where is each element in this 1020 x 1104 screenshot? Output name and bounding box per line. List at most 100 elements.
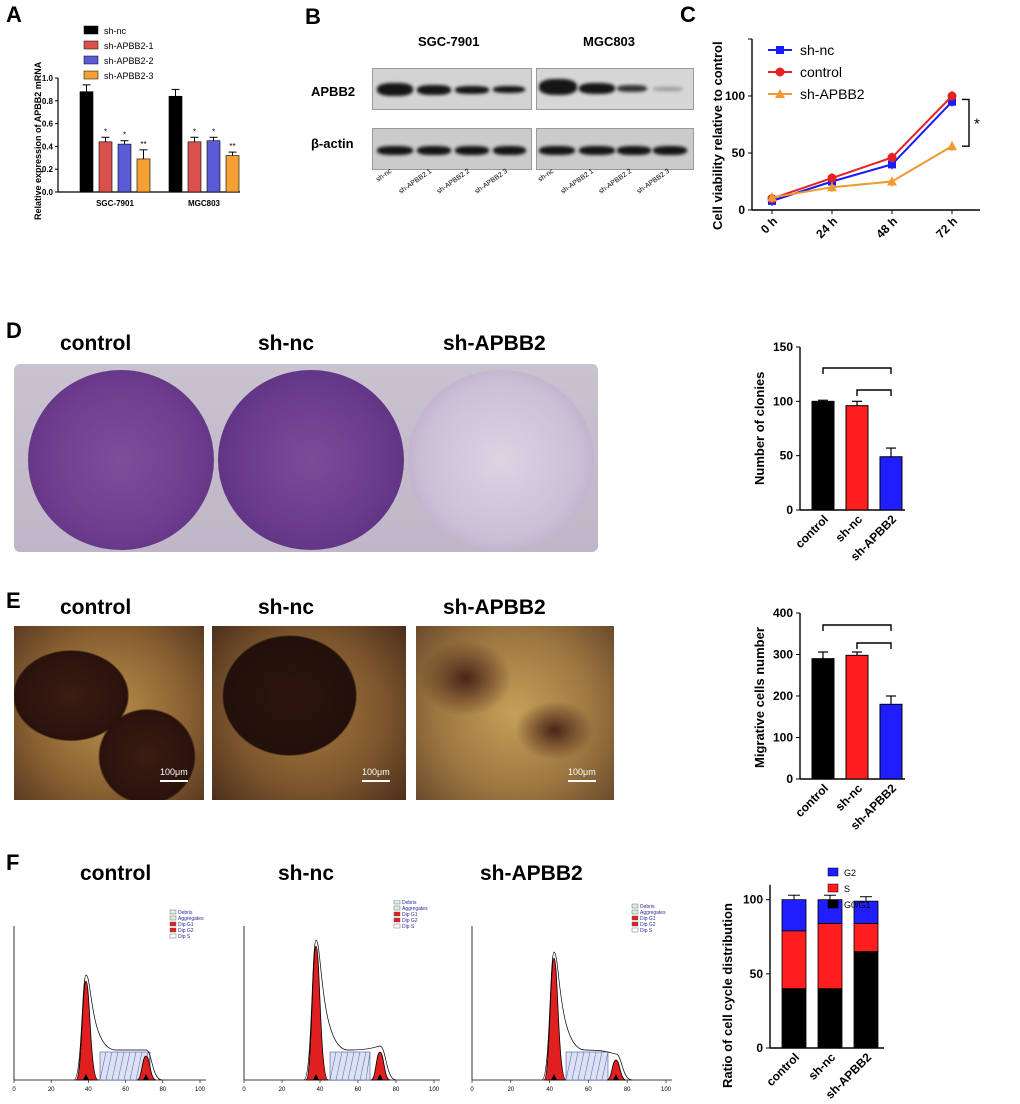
significance-star: **	[140, 140, 146, 149]
legend-label: sh-APBB2	[800, 86, 865, 102]
hatch-line	[583, 1051, 591, 1081]
y-tick-label: 100	[725, 89, 745, 103]
bar-G2-control	[781, 899, 807, 932]
panel-letter-c: C	[680, 2, 696, 27]
migration-image-shapbb2: 100μm	[416, 626, 614, 800]
flow-x-tick-label: 20	[48, 1087, 55, 1093]
flow-legend-swatch	[393, 905, 401, 911]
bar-sh-APBB2-2	[117, 143, 132, 193]
legend-label: sh-APBB2-3	[104, 71, 154, 81]
g1-peak	[305, 945, 329, 1081]
hatch-line	[589, 1051, 597, 1081]
hatch-line	[111, 1051, 119, 1081]
hatch-line	[123, 1051, 131, 1081]
band	[617, 85, 647, 92]
legend-marker	[776, 46, 784, 54]
y-tick-label: 100	[743, 893, 763, 907]
y-tick-label: 150	[773, 340, 793, 354]
flow-x-tick-label: 60	[122, 1087, 129, 1093]
flow-x-tick-label: 40	[317, 1087, 324, 1093]
hatch-line	[359, 1051, 367, 1081]
point-sh-APBB2	[827, 182, 837, 192]
band	[493, 86, 525, 93]
bar-control	[811, 658, 835, 780]
legend-swatch	[83, 25, 99, 35]
x-tick-label: 0 h	[758, 214, 780, 236]
scale-bar	[160, 780, 188, 782]
scale-bar-label: 100μm	[160, 767, 188, 777]
chart-a-ylabel: Relative expression of APBB2 mRNA	[33, 61, 43, 220]
x-category-label: SGC-7901	[96, 199, 134, 208]
y-tick-label: 50	[732, 146, 746, 160]
point-sh-APBB2	[767, 192, 777, 202]
g2-peak	[370, 1051, 391, 1081]
flow-legend-swatch	[169, 927, 177, 933]
blot-lane-labels: sh-nc sh-APBB2 1 sh-APBB2 2 sh-APBB2 3 sh-nc…	[375, 168, 671, 196]
y-tick-label: 0	[786, 772, 793, 786]
colony-well-control	[28, 370, 214, 550]
colony-plate	[14, 364, 598, 552]
y-tick-label: 0	[738, 203, 745, 217]
histogram-outline	[303, 939, 397, 1081]
lane-label: sh-APBB2 1	[398, 168, 433, 196]
legend-label: G2	[844, 868, 856, 878]
y-tick-label: 50	[780, 449, 794, 463]
migration-label-shnc: sh-nc	[258, 596, 315, 619]
significance-bracket	[962, 98, 970, 147]
bar-G0/G1-control	[781, 988, 807, 1049]
hatch-line	[365, 1051, 371, 1081]
flow-x-tick-label: 80	[393, 1087, 400, 1093]
band	[493, 146, 526, 155]
point-sh-nc	[948, 97, 956, 106]
bar-sh-APBB2-3	[225, 155, 240, 193]
scale-bar-label: 100μm	[362, 767, 390, 777]
hatch-line	[329, 1051, 337, 1081]
bar-G0/G1-sh-nc	[817, 988, 843, 1049]
hatch-line	[135, 1051, 143, 1081]
y-tick-label: 0.2	[42, 165, 54, 174]
significance-star: *	[974, 115, 980, 132]
flow-legend-label: Aggregates	[640, 910, 666, 916]
flow-legend-label: Debris	[402, 900, 417, 906]
bar-sh-nc	[168, 95, 183, 193]
x-tick-label: control	[792, 512, 831, 551]
flow-legend-label: Dip G2	[640, 922, 656, 928]
legend-swatch	[827, 867, 839, 877]
flow-legend-label: Dip G2	[402, 918, 418, 924]
panel-letter-b: B	[305, 4, 321, 29]
g2-peak	[136, 1055, 157, 1081]
flow-legend-label: Debris	[640, 904, 655, 910]
point-control	[947, 91, 957, 101]
flow-x-tick-label: 20	[507, 1087, 514, 1093]
legend-label: control	[800, 64, 842, 80]
flow-legend-swatch	[393, 917, 401, 923]
x-tick-label: control	[763, 1050, 802, 1089]
hatch-line	[129, 1051, 137, 1081]
flow-label-shnc: sh-nc	[278, 862, 335, 885]
flow-x-tick-label: 60	[355, 1087, 362, 1093]
bar-S-control	[781, 930, 807, 990]
flow-legend-label: Aggregates	[178, 916, 204, 922]
y-tick-label: 50	[750, 967, 764, 981]
y-tick-label: 0.0	[42, 188, 54, 197]
legend-marker	[775, 67, 785, 77]
flow-label-shapbb2: sh-APBB2	[480, 862, 583, 885]
x-tick-label: 48 h	[873, 214, 900, 241]
x-tick-label: control	[792, 781, 831, 820]
band	[653, 146, 687, 155]
flow-x-tick-label: 100	[429, 1087, 440, 1093]
colony-label-shnc: sh-nc	[258, 332, 315, 355]
y-tick-label: 0	[756, 1041, 763, 1055]
blot-actin-sgc	[372, 128, 532, 170]
point-sh-APBB2	[947, 141, 957, 151]
migration-label-control: control	[60, 596, 132, 619]
hatch-line	[117, 1051, 125, 1081]
band	[579, 83, 615, 94]
chart-c-ylabel: Cell viability relative to control	[710, 41, 725, 230]
lane-label: sh-APBB2 1	[560, 168, 595, 196]
lane-label: sh-APBB2 3	[474, 168, 509, 196]
colony-well-shapbb2	[408, 370, 594, 550]
band	[539, 79, 577, 95]
flow-x-tick-label: 40	[85, 1087, 92, 1093]
